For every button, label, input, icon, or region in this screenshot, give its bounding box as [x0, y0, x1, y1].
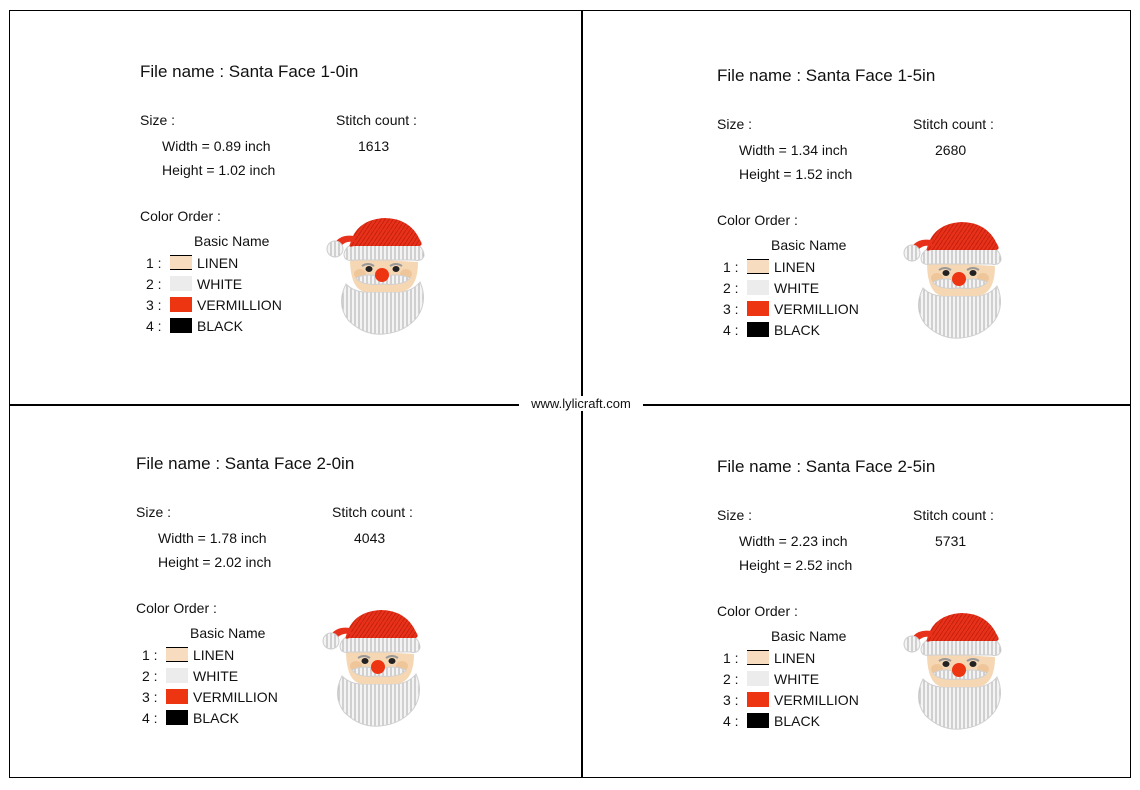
color-swatch: [170, 297, 192, 312]
color-number: 4 :: [146, 318, 162, 334]
color-swatch: [747, 671, 769, 686]
color-name: LINEN: [197, 255, 239, 271]
color-swatch: [747, 322, 769, 337]
stitch-count-value: 2680: [935, 142, 967, 158]
santa-face-embroidery-image: [903, 221, 1002, 340]
color-name: WHITE: [774, 280, 820, 296]
color-swatch: [166, 689, 188, 704]
color-number: 1 :: [146, 255, 162, 271]
file-name: File name : Santa Face 1-5in: [717, 66, 936, 85]
color-swatch: [747, 301, 769, 316]
color-number: 4 :: [142, 710, 158, 726]
stitch-count-label: Stitch count :: [332, 504, 413, 520]
color-order-label: Color Order :: [136, 600, 217, 616]
width-value: Width = 2.23 inch: [739, 533, 848, 549]
watermark-text: www.lylicraft.com: [519, 396, 643, 411]
design-panel-4: File name : Santa Face 2-5in Size : Stitch…: [717, 457, 1017, 731]
color-swatch: [166, 710, 188, 725]
color-number: 1 :: [142, 647, 158, 663]
color-number: 1 :: [723, 259, 739, 275]
color-swatch: [747, 692, 769, 707]
design-panel-2: File name : Santa Face 1-5in Size : Stitch…: [717, 66, 1017, 340]
color-name: WHITE: [197, 276, 243, 292]
color-swatch: [170, 276, 192, 291]
color-number: 2 :: [146, 276, 162, 292]
santa-face-embroidery-image: [326, 217, 425, 336]
vertical-divider: [581, 10, 583, 778]
basic-name-header: Basic Name: [190, 625, 266, 641]
color-name: VERMILLION: [197, 297, 282, 313]
santa-face-embroidery-image: [322, 609, 421, 728]
size-label: Size :: [136, 504, 172, 520]
stitch-count-label: Stitch count :: [913, 507, 994, 523]
file-name: File name : Santa Face 2-5in: [717, 457, 936, 476]
color-swatch: [166, 647, 188, 662]
color-name: VERMILLION: [193, 689, 278, 705]
size-label: Size :: [717, 116, 753, 132]
stitch-count-label: Stitch count :: [913, 116, 994, 132]
color-number: 3 :: [142, 689, 158, 705]
color-swatch: [747, 650, 769, 665]
file-name: File name : Santa Face 1-0in: [140, 62, 359, 81]
color-name: VERMILLION: [774, 692, 859, 708]
sheet-border: [9, 10, 1131, 778]
stitch-count-value: 1613: [358, 138, 390, 154]
color-swatch: [170, 255, 192, 270]
color-order-label: Color Order :: [717, 603, 798, 619]
height-value: Height = 2.52 inch: [739, 557, 853, 573]
color-name: BLACK: [197, 318, 243, 334]
color-name: LINEN: [774, 650, 816, 666]
stitch-count-value: 4043: [354, 530, 386, 546]
color-swatch: [747, 713, 769, 728]
horizontal-divider-right: [643, 404, 1131, 406]
stitch-count-label: Stitch count :: [336, 112, 417, 128]
color-number: 1 :: [723, 650, 739, 666]
color-swatch: [747, 259, 769, 274]
color-number: 3 :: [723, 692, 739, 708]
color-name: BLACK: [774, 322, 820, 338]
height-value: Height = 2.02 inch: [158, 554, 272, 570]
stitch-count-value: 5731: [935, 533, 967, 549]
color-number: 4 :: [723, 322, 739, 338]
basic-name-header: Basic Name: [194, 233, 270, 249]
color-swatch: [170, 318, 192, 333]
color-name: VERMILLION: [774, 301, 859, 317]
horizontal-divider-left: [9, 404, 519, 406]
color-swatch: [166, 668, 188, 683]
color-name: BLACK: [774, 713, 820, 729]
width-value: Width = 1.78 inch: [158, 530, 267, 546]
width-value: Width = 1.34 inch: [739, 142, 848, 158]
color-number: 3 :: [146, 297, 162, 313]
color-name: BLACK: [193, 710, 239, 726]
color-name: LINEN: [774, 259, 816, 275]
height-value: Height = 1.52 inch: [739, 166, 853, 182]
basic-name-header: Basic Name: [771, 628, 847, 644]
color-number: 2 :: [142, 668, 158, 684]
height-value: Height = 1.02 inch: [162, 162, 276, 178]
size-label: Size :: [140, 112, 176, 128]
color-number: 2 :: [723, 671, 739, 687]
color-order-label: Color Order :: [717, 212, 798, 228]
color-number: 2 :: [723, 280, 739, 296]
color-name: WHITE: [774, 671, 820, 687]
size-label: Size :: [717, 507, 753, 523]
color-number: 4 :: [723, 713, 739, 729]
design-panel-1: File name : Santa Face 1-0in Size : Stitch…: [140, 62, 440, 336]
color-name: LINEN: [193, 647, 235, 663]
design-panel-3: File name : Santa Face 2-0in Size : Stitch…: [136, 454, 436, 728]
basic-name-header: Basic Name: [771, 237, 847, 253]
color-order-label: Color Order :: [140, 208, 221, 224]
color-name: WHITE: [193, 668, 239, 684]
color-number: 3 :: [723, 301, 739, 317]
color-swatch: [747, 280, 769, 295]
santa-face-embroidery-image: [903, 612, 1002, 731]
file-name: File name : Santa Face 2-0in: [136, 454, 355, 473]
width-value: Width = 0.89 inch: [162, 138, 271, 154]
